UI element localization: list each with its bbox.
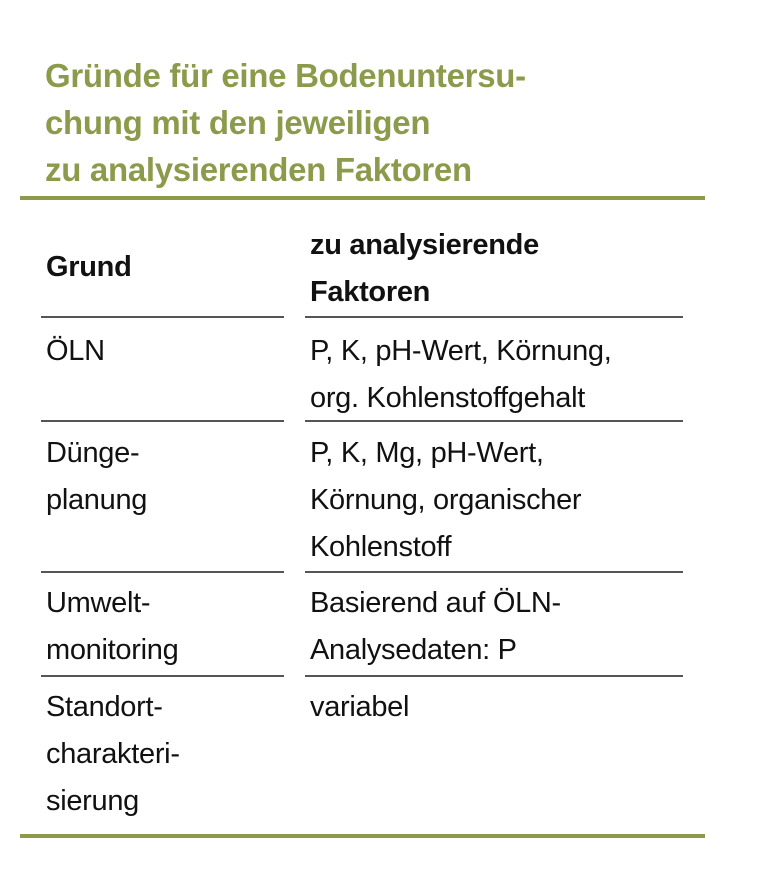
text-line: Analysedaten: P (310, 634, 517, 666)
text-line: Basierend auf ÖLN- (310, 587, 561, 619)
text-line: sierung (46, 785, 140, 817)
text-line: Umwelt- (46, 587, 151, 619)
text-line: zu analysierende (310, 229, 539, 261)
table-row-0-grund: ÖLN (46, 328, 105, 375)
text-line: org. Kohlenstoffgehalt (310, 382, 586, 414)
text-line: Dünge- (46, 437, 140, 469)
text-line: Kohlenstoff (310, 531, 452, 563)
text-line: charakteri- (46, 738, 180, 770)
text-line: monitoring (46, 634, 179, 666)
header-grund: Grund (46, 244, 132, 291)
text-line: Körnung, organischer (310, 484, 582, 516)
table-row-1-faktoren: P, K, Mg, pH-Wert, Körnung, organischer Ko… (310, 430, 582, 571)
row-divider (305, 316, 683, 318)
title-line: zu analysierenden Faktoren (45, 151, 472, 188)
row-divider (305, 571, 683, 573)
row-divider (41, 316, 284, 318)
bottom-rule (20, 834, 705, 838)
text-line: variabel (310, 691, 410, 723)
table-row-0-faktoren: P, K, pH-Wert, Körnung, org. Kohlenstoffg… (310, 328, 612, 422)
text-line: P, K, Mg, pH-Wert, (310, 437, 544, 469)
table-row-3-faktoren: variabel (310, 684, 409, 731)
row-divider (41, 675, 284, 677)
text-line: ÖLN (46, 335, 105, 367)
text-line: planung (46, 484, 148, 516)
row-divider (305, 675, 683, 677)
text-line: P, K, pH-Wert, Körnung, (310, 335, 612, 367)
row-divider (41, 420, 284, 422)
row-divider (305, 420, 683, 422)
text-line: Standort- (46, 691, 163, 723)
header-faktoren: zu analysierende Faktoren (310, 222, 539, 316)
top-rule (20, 196, 705, 200)
text-line: Grund (46, 251, 132, 283)
table-title: Gründe für eine Bodenuntersu- chung mit … (45, 52, 685, 193)
table-row-2-grund: Umwelt-monitoring (46, 580, 179, 674)
title-line: Gründe für eine Bodenuntersu- (45, 57, 526, 94)
table-row-1-grund: Dünge-planung (46, 430, 147, 524)
text-line: Faktoren (310, 276, 431, 308)
row-divider (41, 571, 284, 573)
title-line: chung mit den jeweiligen (45, 104, 431, 141)
table-row-2-faktoren: Basierend auf ÖLN- Analysedaten: P (310, 580, 561, 674)
table-row-3-grund: Standort-charakteri-sierung (46, 684, 180, 825)
